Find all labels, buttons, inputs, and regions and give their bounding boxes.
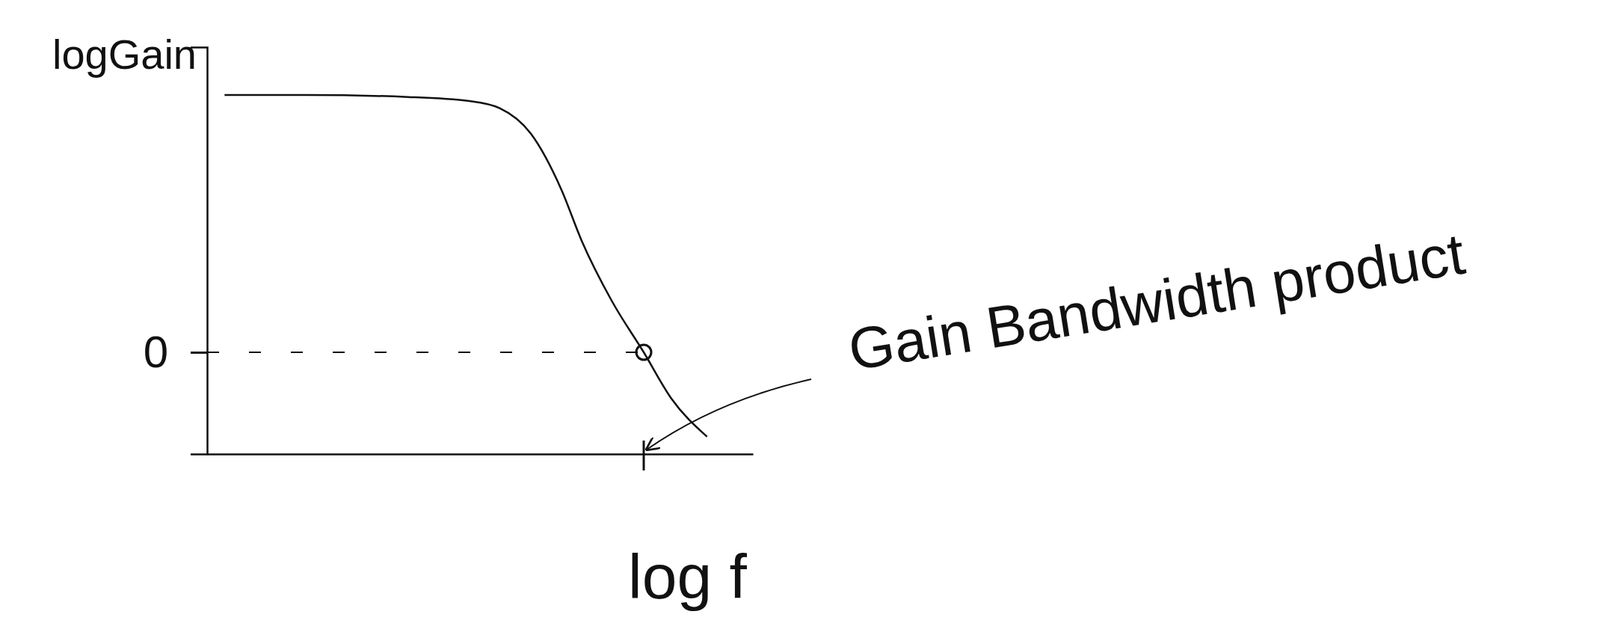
chart: 0 logGain log f Gain Bandwidth product [0,0,1600,641]
y-tick-mark [190,351,208,354]
y-axis: 0 [143,47,208,455]
crossing-point [636,344,652,360]
x-axis [207,453,754,455]
y-axis-line [190,47,208,455]
x-axis-line [207,453,754,456]
y-tick: 0 [143,326,208,377]
annotation-marks [207,352,644,471]
y-tick-label: 0 [143,326,169,377]
plot-area [224,94,707,437]
y-axis-title: logGain [52,30,197,78]
reference-line [207,351,644,353]
x-axis-title: log f [628,541,747,612]
gain-curve [224,94,707,437]
annotation-text: Gain Bandwidth product [844,220,1470,383]
annotation-arrow [646,379,812,450]
crossing-tick [642,440,646,471]
